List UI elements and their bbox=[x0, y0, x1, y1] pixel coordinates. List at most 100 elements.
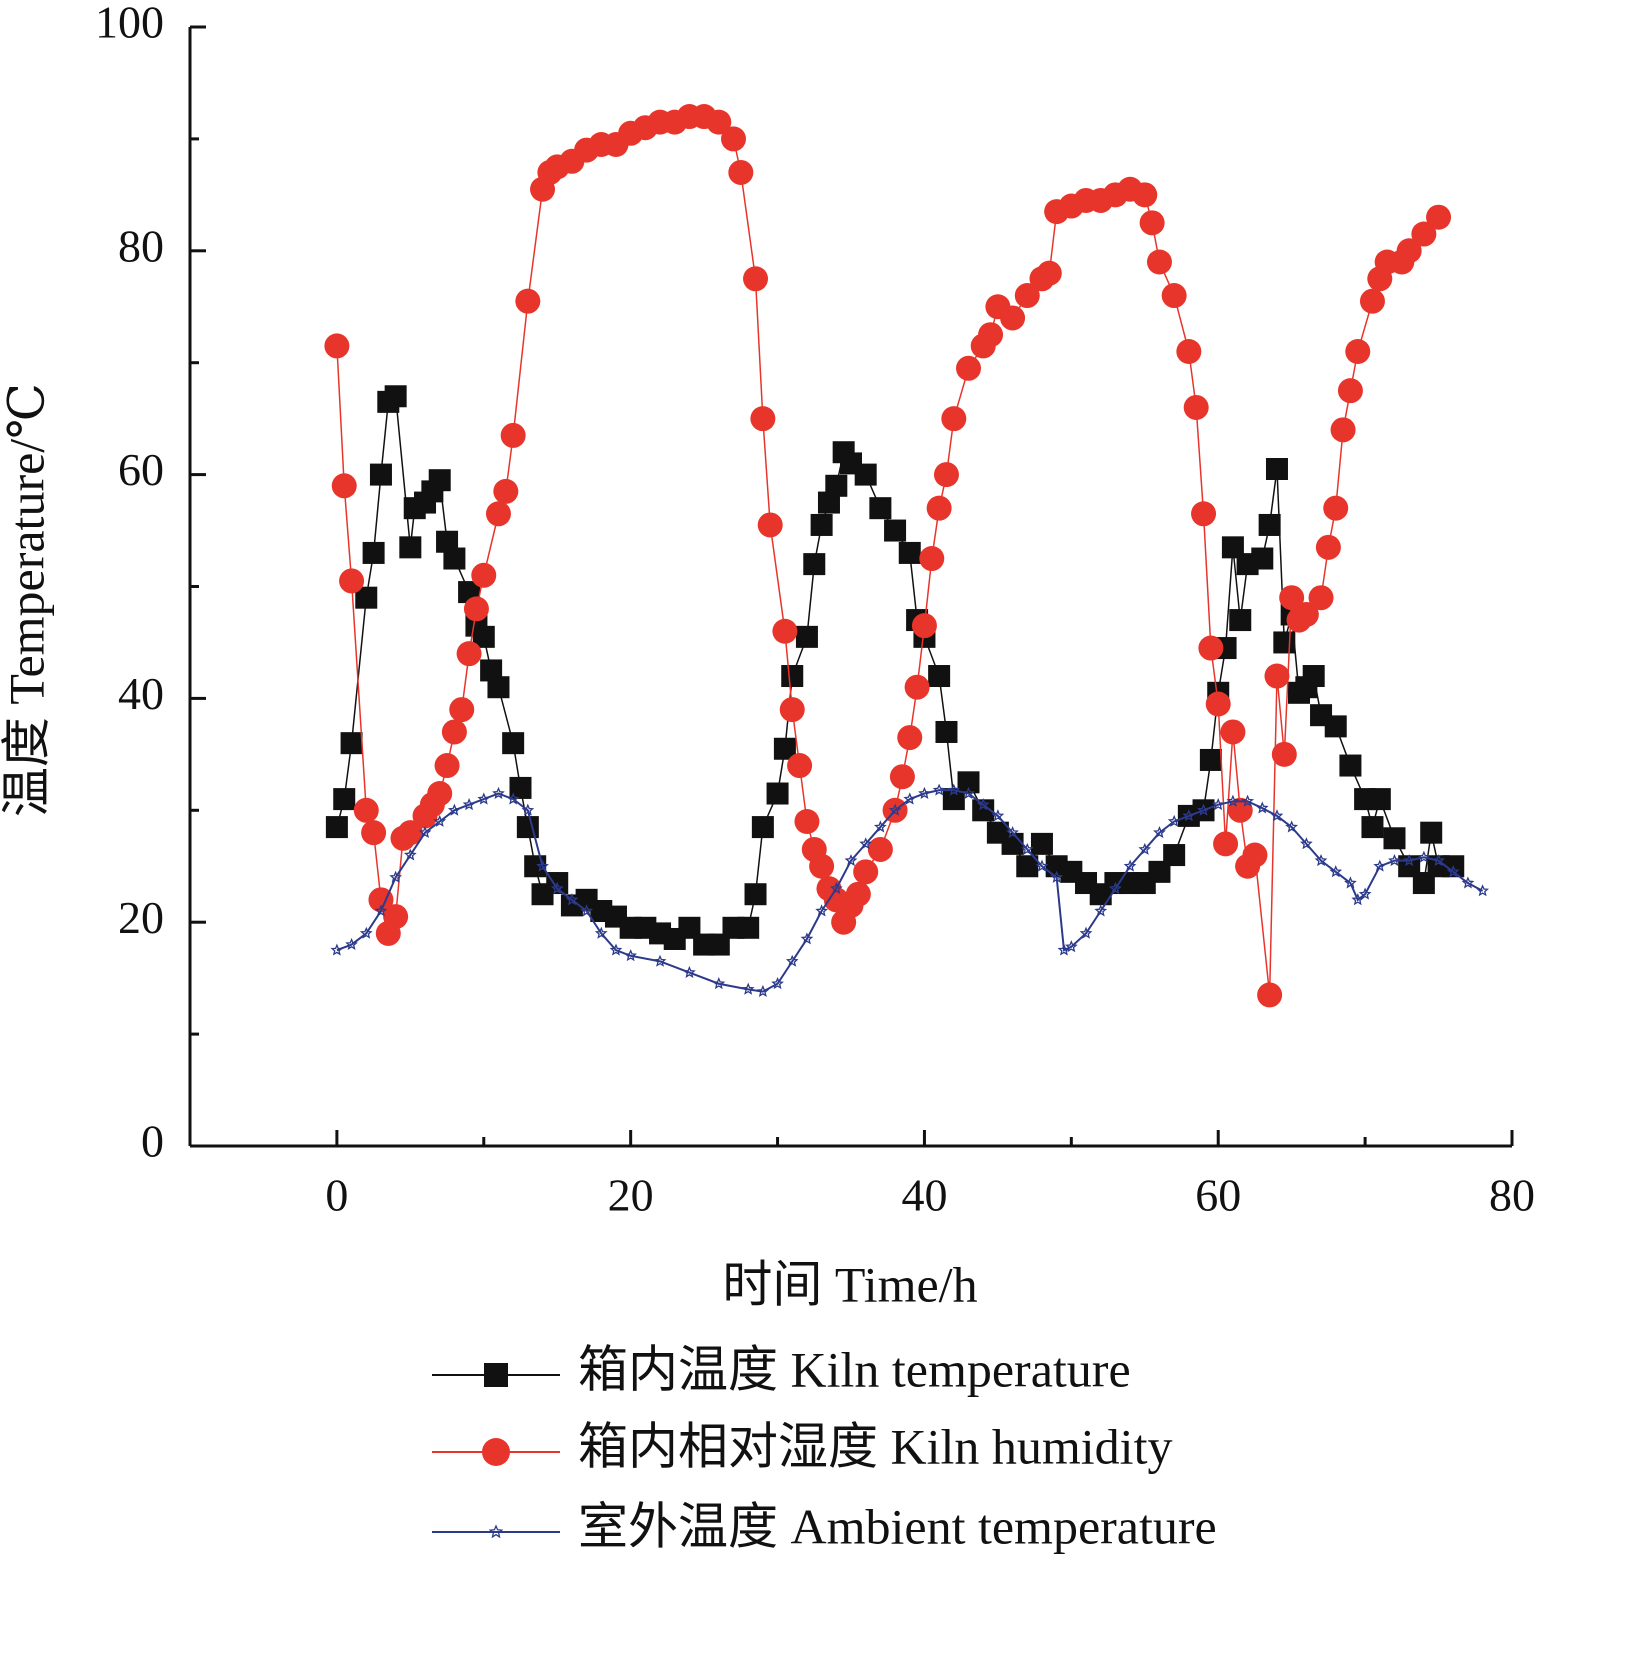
y-tick-label: 100 bbox=[95, 0, 164, 48]
marker bbox=[1221, 536, 1244, 559]
marker bbox=[418, 825, 432, 839]
marker bbox=[829, 881, 843, 895]
marker bbox=[1148, 860, 1171, 883]
marker bbox=[750, 406, 776, 432]
marker bbox=[898, 541, 921, 564]
marker bbox=[1213, 831, 1239, 857]
marker bbox=[1163, 844, 1186, 867]
marker bbox=[867, 836, 893, 862]
marker bbox=[536, 859, 549, 872]
marker bbox=[1293, 601, 1319, 627]
marker bbox=[972, 799, 995, 822]
marker bbox=[428, 469, 451, 492]
marker bbox=[1183, 394, 1209, 420]
marker bbox=[772, 618, 798, 644]
marker bbox=[712, 976, 726, 990]
marker bbox=[456, 641, 482, 667]
marker bbox=[1241, 794, 1255, 807]
marker bbox=[1000, 305, 1026, 331]
marker bbox=[888, 803, 902, 816]
marker bbox=[374, 904, 388, 917]
marker bbox=[368, 887, 394, 913]
marker bbox=[345, 937, 358, 950]
marker bbox=[1167, 814, 1181, 827]
marker bbox=[331, 473, 357, 499]
marker bbox=[404, 848, 417, 861]
marker bbox=[516, 816, 539, 839]
marker bbox=[1411, 221, 1437, 247]
y-tick-label: 40 bbox=[118, 668, 164, 719]
marker bbox=[766, 782, 789, 805]
marker bbox=[1461, 876, 1475, 889]
marker bbox=[815, 904, 829, 917]
marker bbox=[1036, 260, 1062, 286]
marker bbox=[399, 536, 422, 559]
marker bbox=[433, 814, 447, 827]
y-tick-label: 20 bbox=[118, 892, 164, 943]
marker bbox=[903, 792, 917, 805]
marker bbox=[472, 625, 495, 648]
marker bbox=[361, 820, 387, 846]
marker bbox=[362, 541, 385, 564]
x-tick-label: 0 bbox=[325, 1170, 348, 1221]
marker bbox=[1402, 854, 1416, 867]
marker bbox=[1265, 458, 1288, 481]
marker bbox=[1197, 803, 1210, 816]
marker bbox=[957, 771, 980, 794]
x-tick-label: 60 bbox=[1195, 1170, 1241, 1221]
marker bbox=[1014, 283, 1040, 309]
marker bbox=[515, 288, 541, 314]
marker bbox=[795, 625, 818, 648]
marker bbox=[1255, 801, 1269, 814]
marker bbox=[1323, 495, 1349, 521]
legend-label: 箱内相对湿度 Kiln humidity bbox=[578, 1418, 1172, 1474]
marker bbox=[947, 783, 961, 796]
marker bbox=[1001, 832, 1024, 855]
marker bbox=[1396, 238, 1422, 264]
marker bbox=[1330, 417, 1356, 443]
marker bbox=[1064, 940, 1078, 953]
marker bbox=[447, 803, 461, 816]
marker bbox=[330, 943, 344, 956]
marker bbox=[509, 776, 532, 799]
marker bbox=[1329, 865, 1343, 878]
marker bbox=[1030, 832, 1053, 855]
marker bbox=[1198, 635, 1224, 661]
legend-label: 箱内温度 Kiln temperature bbox=[578, 1341, 1131, 1397]
marker bbox=[397, 820, 423, 846]
marker bbox=[1417, 850, 1431, 863]
marker bbox=[771, 977, 784, 990]
marker bbox=[707, 933, 730, 956]
marker bbox=[706, 109, 732, 135]
marker bbox=[1358, 887, 1372, 900]
marker bbox=[1146, 249, 1172, 275]
marker bbox=[609, 943, 623, 956]
marker bbox=[941, 406, 967, 432]
marker bbox=[683, 965, 696, 978]
marker bbox=[751, 816, 774, 839]
marker bbox=[1412, 872, 1435, 895]
marker bbox=[741, 982, 755, 995]
marker bbox=[443, 547, 466, 570]
marker bbox=[1020, 842, 1034, 855]
marker bbox=[389, 870, 403, 883]
marker bbox=[978, 322, 1004, 348]
marker bbox=[1300, 837, 1313, 850]
marker bbox=[1211, 797, 1225, 811]
marker bbox=[904, 674, 930, 700]
marker bbox=[854, 463, 877, 486]
marker bbox=[1273, 631, 1296, 654]
marker bbox=[339, 568, 365, 594]
marker bbox=[1420, 821, 1443, 844]
x-tick-label: 40 bbox=[901, 1170, 947, 1221]
marker bbox=[471, 562, 497, 588]
marker bbox=[1476, 884, 1489, 897]
marker bbox=[1344, 876, 1357, 889]
marker bbox=[756, 984, 770, 997]
marker bbox=[1016, 855, 1039, 878]
y-tick-label: 80 bbox=[118, 220, 164, 271]
marker bbox=[935, 720, 958, 743]
legend-marker bbox=[484, 1363, 508, 1387]
marker bbox=[521, 803, 535, 816]
